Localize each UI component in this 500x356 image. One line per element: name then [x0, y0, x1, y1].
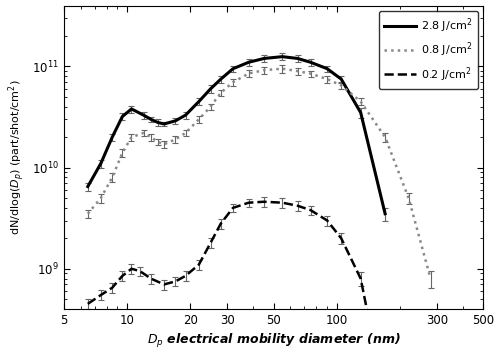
2.8 J/cm$^2$	[324, 67, 330, 71]
X-axis label: $D_p$ electrical mobility diameter (nm): $D_p$ electrical mobility diameter (nm)	[147, 333, 401, 350]
0.8 J/cm$^2$	[148, 135, 154, 139]
2.8 J/cm$^2$	[85, 184, 91, 189]
2.8 J/cm$^2$	[261, 56, 267, 61]
0.2 J/cm$^2$	[246, 200, 252, 205]
2.8 J/cm$^2$	[128, 107, 134, 111]
0.8 J/cm$^2$	[154, 140, 160, 144]
0.2 J/cm$^2$	[196, 262, 202, 267]
Line: 0.2 J/cm$^2$: 0.2 J/cm$^2$	[88, 202, 404, 356]
0.8 J/cm$^2$	[109, 175, 115, 179]
0.2 J/cm$^2$	[294, 204, 300, 208]
0.2 J/cm$^2$	[358, 277, 364, 281]
2.8 J/cm$^2$	[109, 135, 115, 139]
0.2 J/cm$^2$	[218, 221, 224, 226]
2.8 J/cm$^2$	[172, 119, 178, 123]
2.8 J/cm$^2$	[294, 56, 300, 61]
0.2 J/cm$^2$	[338, 236, 344, 240]
0.8 J/cm$^2$	[218, 90, 224, 95]
0.2 J/cm$^2$	[230, 206, 236, 210]
2.8 J/cm$^2$	[154, 120, 160, 125]
0.8 J/cm$^2$	[120, 151, 126, 155]
0.8 J/cm$^2$	[406, 196, 411, 200]
2.8 J/cm$^2$	[338, 77, 344, 81]
0.8 J/cm$^2$	[172, 137, 178, 142]
2.8 J/cm$^2$	[182, 113, 188, 117]
0.2 J/cm$^2$	[137, 269, 143, 273]
0.2 J/cm$^2$	[161, 282, 167, 287]
0.2 J/cm$^2$	[120, 274, 126, 278]
0.8 J/cm$^2$	[382, 135, 388, 139]
0.2 J/cm$^2$	[182, 274, 188, 278]
0.8 J/cm$^2$	[182, 131, 188, 135]
0.8 J/cm$^2$	[208, 105, 214, 109]
2.8 J/cm$^2$	[280, 54, 285, 59]
0.8 J/cm$^2$	[246, 72, 252, 76]
2.8 J/cm$^2$	[218, 77, 224, 81]
0.2 J/cm$^2$	[308, 208, 314, 212]
0.2 J/cm$^2$	[261, 200, 267, 204]
Line: 0.8 J/cm$^2$: 0.8 J/cm$^2$	[88, 69, 430, 279]
2.8 J/cm$^2$	[382, 211, 388, 216]
2.8 J/cm$^2$	[148, 117, 154, 121]
0.8 J/cm$^2$	[280, 67, 285, 71]
0.8 J/cm$^2$	[128, 135, 134, 139]
0.8 J/cm$^2$	[140, 131, 146, 135]
0.8 J/cm$^2$	[358, 99, 364, 104]
2.8 J/cm$^2$	[140, 113, 146, 117]
0.2 J/cm$^2$	[280, 200, 285, 205]
0.8 J/cm$^2$	[428, 277, 434, 281]
0.2 J/cm$^2$	[109, 286, 115, 290]
0.8 J/cm$^2$	[338, 83, 344, 88]
0.2 J/cm$^2$	[148, 277, 154, 281]
0.8 J/cm$^2$	[161, 142, 167, 146]
0.8 J/cm$^2$	[230, 80, 236, 84]
0.8 J/cm$^2$	[98, 196, 104, 200]
0.2 J/cm$^2$	[85, 302, 91, 306]
2.8 J/cm$^2$	[246, 60, 252, 64]
2.8 J/cm$^2$	[208, 87, 214, 91]
2.8 J/cm$^2$	[196, 99, 202, 104]
0.2 J/cm$^2$	[172, 279, 178, 283]
0.2 J/cm$^2$	[98, 293, 104, 297]
2.8 J/cm$^2$	[358, 110, 364, 115]
0.2 J/cm$^2$	[208, 241, 214, 245]
Legend: 2.8 J/cm$^2$, 0.8 J/cm$^2$, 0.2 J/cm$^2$: 2.8 J/cm$^2$, 0.8 J/cm$^2$, 0.2 J/cm$^2$	[379, 11, 478, 89]
2.8 J/cm$^2$	[161, 122, 167, 126]
0.2 J/cm$^2$	[324, 218, 330, 222]
0.8 J/cm$^2$	[196, 117, 202, 121]
0.8 J/cm$^2$	[308, 72, 314, 76]
Line: 2.8 J/cm$^2$: 2.8 J/cm$^2$	[88, 57, 385, 214]
Y-axis label: dN/dlog($D_p$) (part/shot/cm$^2$): dN/dlog($D_p$) (part/shot/cm$^2$)	[6, 79, 26, 235]
0.8 J/cm$^2$	[261, 68, 267, 72]
0.8 J/cm$^2$	[294, 69, 300, 73]
2.8 J/cm$^2$	[120, 114, 126, 119]
0.2 J/cm$^2$	[128, 267, 134, 271]
0.8 J/cm$^2$	[85, 211, 91, 216]
2.8 J/cm$^2$	[230, 67, 236, 71]
2.8 J/cm$^2$	[308, 60, 314, 64]
2.8 J/cm$^2$	[98, 161, 104, 166]
0.8 J/cm$^2$	[324, 77, 330, 81]
